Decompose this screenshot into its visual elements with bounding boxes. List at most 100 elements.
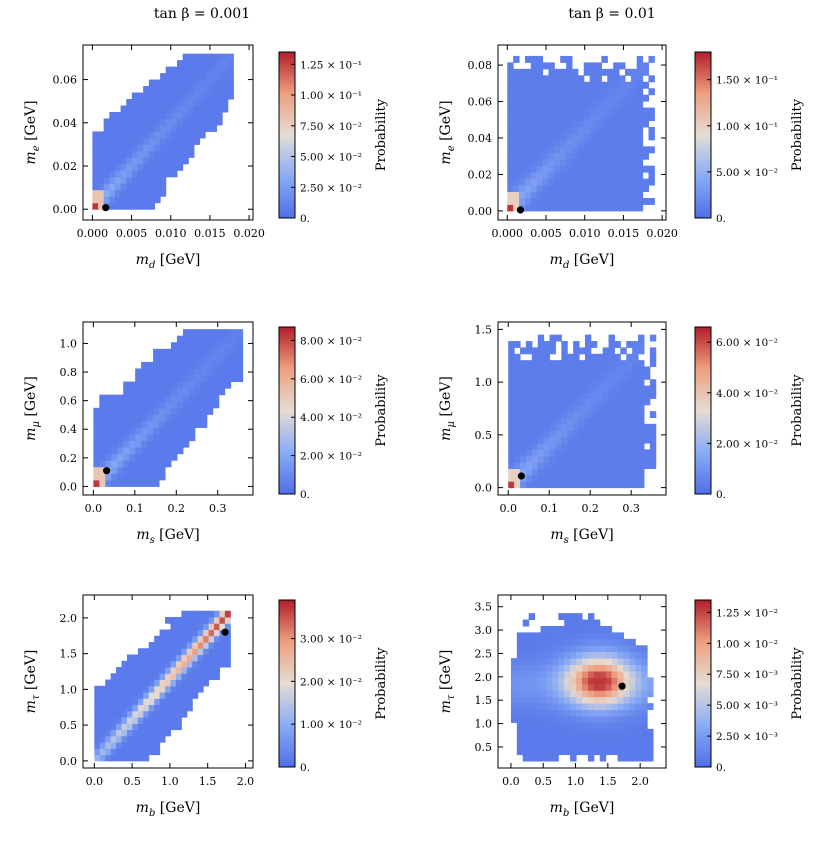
heatmap-cell	[129, 414, 136, 422]
heatmap-cell	[224, 329, 232, 337]
heatmap-cell	[170, 447, 178, 455]
heatmap-cell	[135, 473, 142, 481]
heatmap-cell	[182, 99, 189, 106]
heatmap-cell	[570, 658, 577, 666]
heatmap-cell	[131, 163, 139, 171]
heatmap-cell	[92, 170, 99, 178]
heatmap-cell	[590, 353, 598, 361]
heatmap-cell	[530, 62, 538, 70]
heatmap-cell	[165, 157, 172, 165]
heatmap-cell	[619, 94, 626, 102]
heatmap-cell	[197, 642, 204, 649]
heatmap-cell	[617, 703, 624, 711]
heatmap-cell	[508, 379, 515, 387]
heatmap-cell	[137, 131, 144, 139]
heatmap-cell	[159, 447, 166, 455]
heatmap-cell	[522, 722, 530, 730]
heatmap-cell	[605, 735, 613, 743]
heatmap-cell	[543, 443, 551, 450]
heatmap-cell	[519, 146, 526, 154]
heatmap-cell	[182, 420, 190, 428]
heatmap-cell	[579, 398, 586, 406]
heatmap-cell	[177, 99, 184, 106]
heatmap-cell	[647, 741, 654, 749]
heatmap-cell	[566, 126, 573, 134]
heatmap-cell	[212, 394, 220, 402]
heatmap-cell	[522, 651, 530, 659]
heatmap-cell	[188, 79, 195, 87]
heatmap-cell	[607, 88, 614, 96]
heatmap-cell	[192, 635, 199, 643]
heatmap-cell	[579, 423, 586, 431]
heatmap-cell	[643, 385, 651, 393]
heatmap-cell	[537, 366, 545, 374]
heatmap-cell	[109, 163, 116, 171]
heatmap-cell	[549, 423, 556, 431]
heatmap-cell	[230, 361, 238, 369]
x-tick-label: 0.010	[155, 227, 187, 240]
heatmap-cell	[171, 170, 178, 178]
heatmap-cell	[525, 449, 533, 457]
heatmap-cell	[525, 379, 533, 387]
heatmap-cell	[552, 748, 559, 756]
heatmap-cell	[175, 692, 182, 699]
heatmap-cell	[176, 420, 184, 428]
heatmap-cell	[143, 170, 150, 178]
heatmap-cell	[522, 664, 530, 672]
heatmap-cell	[154, 635, 161, 643]
heatmap-cell	[648, 107, 655, 115]
heatmap-cell	[649, 334, 657, 342]
heatmap-cell	[549, 411, 556, 419]
heatmap-cell	[514, 449, 521, 457]
heatmap-cell	[540, 715, 547, 723]
heatmap-cell	[165, 388, 172, 396]
heatmap-cell	[126, 685, 133, 693]
heatmap-cell	[513, 94, 520, 102]
heatmap-cell	[514, 379, 521, 387]
heatmap-cell	[110, 729, 117, 737]
heatmap-cell	[555, 417, 562, 425]
heatmap-cell	[546, 722, 553, 730]
heatmap-cell	[143, 183, 150, 191]
heatmap-cell	[636, 62, 644, 70]
heatmap-cell	[599, 664, 607, 672]
heatmap-cell	[572, 172, 579, 180]
heatmap-cell	[620, 449, 627, 457]
heatmap-cell	[192, 629, 199, 637]
heatmap-cell	[132, 679, 139, 687]
heatmap-cell	[647, 690, 654, 698]
heatmap-cell	[632, 398, 639, 406]
heatmap-cell	[165, 414, 172, 422]
heatmap-cell	[566, 81, 573, 89]
heatmap-cell	[194, 414, 202, 422]
heatmap-cell	[188, 150, 195, 158]
heatmap-cell	[507, 172, 514, 180]
heatmap-cell	[555, 392, 562, 399]
heatmap-cell	[579, 436, 586, 444]
heatmap-cell	[159, 368, 166, 376]
heatmap-cell	[572, 165, 579, 173]
heatmap-cell	[153, 479, 160, 487]
heatmap-cell	[206, 348, 214, 356]
heatmap-cell	[105, 427, 112, 435]
colorbar-tick-label: 1.00 × 10⁻¹	[300, 90, 362, 102]
heatmap-cell	[642, 114, 650, 121]
heatmap-cell	[593, 683, 601, 691]
heatmap-cell	[171, 144, 178, 152]
heatmap-cell	[540, 670, 547, 678]
heatmap-cell	[170, 698, 177, 706]
heatmap-cell	[614, 372, 621, 380]
heatmap-cell	[620, 474, 627, 482]
heatmap-cell	[520, 404, 527, 412]
heatmap-cell	[135, 479, 142, 487]
heatmap-cell	[194, 355, 202, 363]
heatmap-cell	[188, 342, 196, 350]
heatmap-cell	[577, 139, 585, 147]
heatmap-cell	[531, 411, 539, 419]
heatmap-cell	[649, 347, 657, 355]
heatmap-cell	[98, 144, 105, 152]
heatmap-cell	[212, 375, 220, 383]
heatmap-cell	[154, 105, 161, 113]
heatmap-cell	[147, 375, 154, 383]
heatmap-cell	[543, 353, 551, 361]
